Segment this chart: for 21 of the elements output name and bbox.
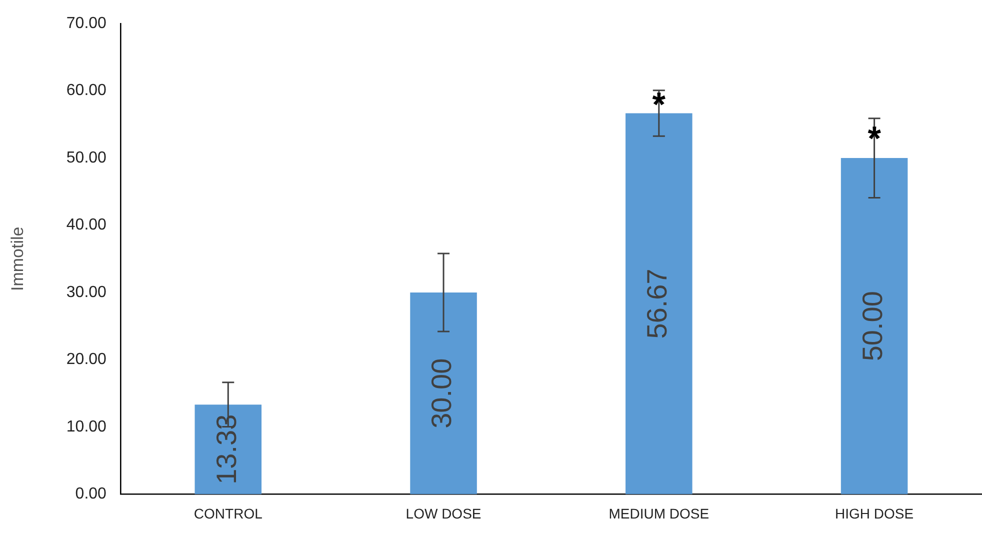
- bar: [194, 404, 262, 494]
- y-tick-label: 60.00: [66, 82, 107, 100]
- y-tick-label: 40.00: [66, 216, 107, 234]
- bar: [626, 113, 692, 494]
- x-tick-label: LOW DOSE: [406, 505, 482, 522]
- data-label: 50.00: [857, 291, 888, 362]
- x-tick-label: CONTROL: [194, 505, 263, 522]
- y-axis-title: Immotile: [8, 226, 27, 292]
- x-tick-label: HIGH DOSE: [835, 505, 914, 522]
- y-tick-label: 70.00: [66, 15, 107, 32]
- bar: [410, 292, 477, 494]
- bar: [840, 158, 908, 494]
- x-tick-label: MEDIUM DOSE: [608, 505, 710, 522]
- y-tick-label: 30.00: [66, 284, 107, 301]
- data-label: 13.33: [210, 414, 242, 484]
- y-tick-label: 10.00: [66, 418, 107, 436]
- y-tick-label: 20.00: [66, 351, 107, 368]
- y-tick-label: 0.00: [75, 486, 107, 503]
- data-label: 56.67: [642, 268, 673, 339]
- data-label: 30.00: [426, 358, 458, 428]
- y-tick-label: 50.00: [66, 149, 107, 166]
